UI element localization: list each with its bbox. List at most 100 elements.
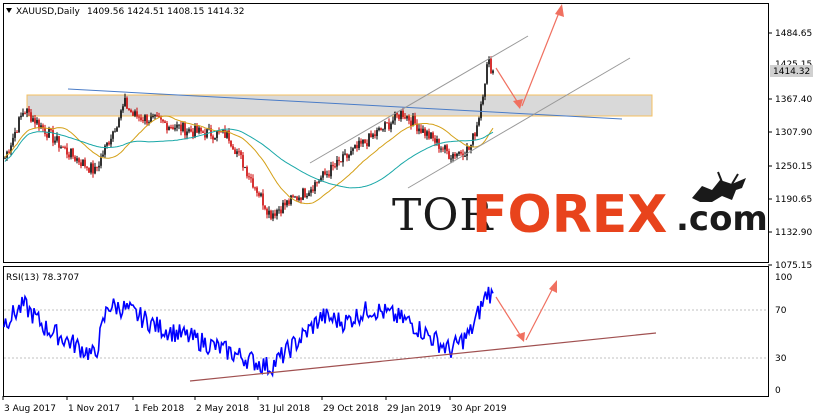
chart-header: XAUUSD,Daily 1409.56 1424.51 1408.15 141… [6,7,244,17]
candle-body [112,131,114,139]
candle-body [24,112,26,114]
candle-body [486,64,488,84]
candle-body [402,110,404,118]
candle-body [364,139,366,144]
candle-body [326,174,328,176]
candle-body [170,127,172,129]
candle-body [130,110,132,113]
candle-body [454,153,456,157]
candle-body [416,123,418,132]
candle-body [62,146,64,148]
rsi-axis: 100 70 30 0 [775,273,792,396]
candle-body [242,155,244,168]
candlestick-series [4,56,494,222]
candle-body [300,197,302,200]
candle-body [128,108,130,111]
rsi-forecast-down-arrow [495,296,523,339]
rsi-tick-label: 0 [775,386,781,396]
candle-body [294,196,296,198]
candle-body [258,192,260,196]
candle-body [476,125,478,137]
candle-body [230,140,232,147]
candle-body [108,142,110,145]
descending-trend-line [67,88,623,120]
rsi-tick-label: 30 [775,354,787,364]
candle-body [380,128,382,131]
candle-body [420,128,422,133]
price-tick-label: 1484.65 [775,29,812,39]
candle-body [194,125,196,137]
candle-body [314,182,316,192]
candle-body [16,132,18,134]
candle-body [308,192,310,196]
candle-body [274,213,276,216]
candle-body [238,151,240,153]
candle-body [290,195,292,205]
candle-body [378,128,380,131]
candle-body [340,161,342,163]
candle-body [318,181,320,183]
candle-body [332,164,334,167]
bull-bear-logo-icon [692,171,746,202]
candle-body [302,188,304,200]
candle-body [328,174,330,177]
candle-body [436,138,438,143]
candle-body [330,164,332,177]
rsi-forecast-up-arrow [525,285,555,341]
candle-body [166,123,168,131]
candle-body [468,146,470,150]
current-price-box [770,65,813,77]
candle-body [126,97,128,109]
candle-body [376,130,378,137]
candle-body [196,125,198,133]
candle-body [96,166,98,168]
x-tick-label: 29 Oct 2018 [323,404,379,414]
candle-body [4,157,6,159]
candle-body [104,145,106,155]
candle-body [316,182,318,184]
moving-average-fast [4,115,494,205]
x-tick-label: 1 Feb 2018 [134,404,185,414]
candle-body [482,96,484,105]
candle-body [472,133,474,145]
candle-body [60,146,62,148]
candle-body [42,125,44,129]
candle-body [182,122,184,132]
candle-body [478,118,480,126]
candle-body [394,112,396,121]
candle-body [430,132,432,139]
candle-body [424,128,426,136]
candle-body [358,140,360,149]
candle-body [422,128,424,133]
channel-lower-line [407,57,631,189]
candle-body [384,122,386,130]
x-tick-label: 29 Jan 2019 [387,404,441,414]
candle-body [370,133,372,138]
candle-body [374,134,376,137]
candle-body [138,116,140,118]
candle-body [306,195,308,198]
candle-body [26,108,28,113]
candle-body [20,115,22,118]
candle-body [392,120,394,124]
candle-body [58,136,60,148]
candle-body [266,208,268,215]
candle-body [164,121,166,124]
candle-body [440,148,442,150]
candle-body [80,162,82,167]
candle-body [366,143,368,147]
candle-body [360,140,362,144]
candle-body [488,58,490,65]
candle-body [312,189,314,192]
candle-body [168,127,170,131]
candle-body [368,133,370,147]
watermark-com: .com [676,199,768,239]
moving-average-slow [4,128,494,189]
candle-body [352,148,354,151]
candle-body [264,205,266,209]
candle-body [110,138,112,145]
candle-body [396,112,398,115]
candle-body [408,116,410,121]
candle-body [228,130,230,141]
symbol-title: XAUUSD,Daily [16,7,80,17]
